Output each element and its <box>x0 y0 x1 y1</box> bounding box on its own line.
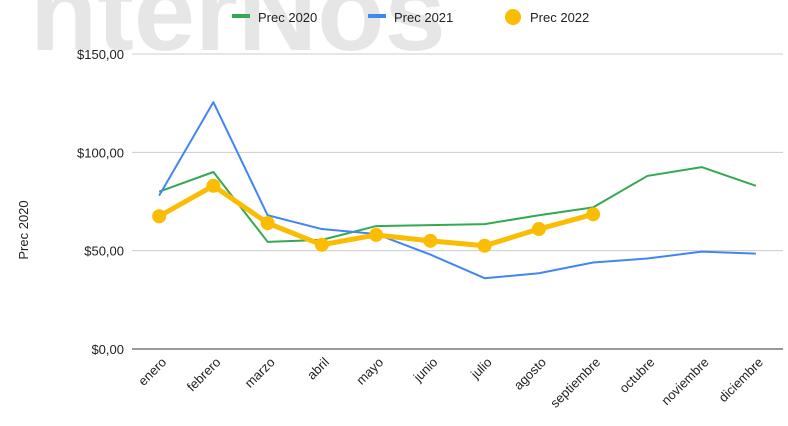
data-point <box>314 237 329 252</box>
x-tick-label: agosto <box>511 355 549 393</box>
data-point <box>152 209 167 224</box>
legend-label: Prec 2020 <box>258 10 317 25</box>
y-tick-label: $50,00 <box>84 244 124 259</box>
x-tick-label: enero <box>135 355 169 389</box>
x-tick-label: julio <box>467 355 495 383</box>
data-point <box>260 216 275 231</box>
watermark: nterNos <box>30 0 446 74</box>
x-tick-label: mayo <box>353 355 386 388</box>
data-point <box>423 233 438 248</box>
series-line <box>158 101 756 280</box>
x-tick-label: marzo <box>242 355 278 391</box>
legend-swatch <box>505 9 521 25</box>
x-tick-label: febrero <box>184 355 224 395</box>
x-tick-label: abril <box>304 354 332 382</box>
legend-swatch <box>232 14 250 18</box>
legend-label: Prec 2022 <box>530 10 589 25</box>
y-tick-label: $150,00 <box>77 47 124 62</box>
x-tick-label: octubre <box>616 355 657 396</box>
x-tick-label: junio <box>410 355 441 386</box>
y-axis-label: Prec 2020 <box>16 200 31 259</box>
data-point <box>369 227 384 242</box>
legend-swatch <box>368 14 386 18</box>
y-tick-label: $0,00 <box>91 342 124 357</box>
data-point <box>206 178 221 193</box>
data-point <box>477 238 492 253</box>
series-line <box>158 166 757 243</box>
x-tick-label: diciembre <box>716 355 766 405</box>
x-tick-label: septiembre <box>547 355 603 411</box>
data-point <box>586 207 601 222</box>
x-tick-label: noviembre <box>658 355 712 409</box>
y-tick-label: $100,00 <box>77 145 124 160</box>
data-point <box>531 222 546 237</box>
legend-label: Prec 2021 <box>394 10 453 25</box>
